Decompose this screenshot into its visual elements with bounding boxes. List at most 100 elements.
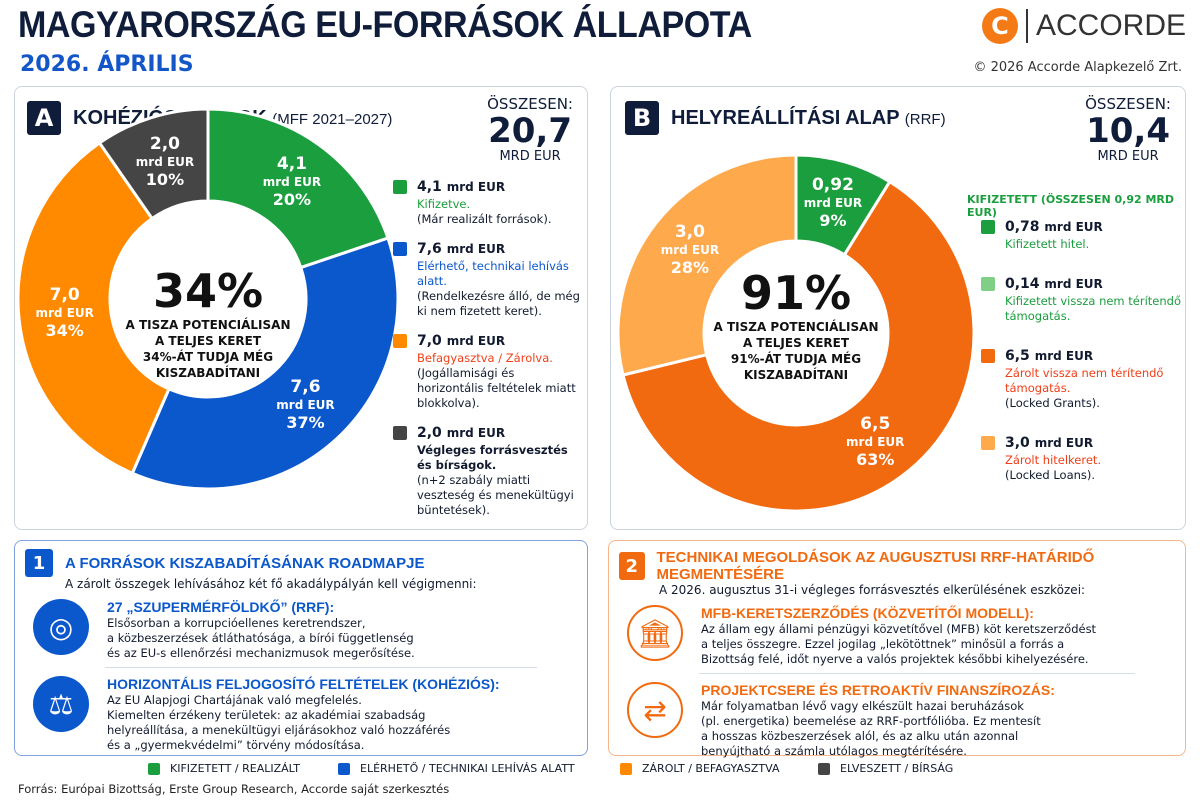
legend-item: 7,0 mrd EUR Befagyasztva / Zárolva. (Jogál… (393, 331, 583, 411)
legend-bottom-item: ELVESZETT / BÍRSÁG (818, 762, 953, 775)
box-intro: A zárolt összegek lehívásához két fő aka… (65, 577, 477, 591)
legend-swatch (393, 242, 407, 256)
slice-label: 7,0 mrd EUR 34% (36, 285, 94, 341)
legend-swatch (393, 180, 407, 194)
donut-slice (616, 153, 798, 377)
legend-note: (n+2 szabály miatti veszteség és menekül… (417, 473, 574, 517)
slice-value: 0,92 (811, 175, 854, 196)
swap-icon: ⇄ (627, 682, 683, 738)
donut-slice (130, 236, 400, 491)
copyright: © 2026 Accorde Alapkezelő Zrt. (973, 60, 1182, 75)
donut-slice (16, 140, 171, 476)
slice-label: 6,5 mrd EUR 63% (846, 414, 904, 470)
legend-label: Végleges forrásvesztés és bírságok. (417, 443, 568, 472)
slice-pct: 63% (856, 450, 895, 470)
slice-value: 7,0 (49, 285, 80, 306)
legend-rrf: 0,78 mrd EUR Kifizetett hitel. 0,14 mrd EU… (981, 217, 1181, 505)
legend-cohesion: 4,1 mrd EUR Kifizetve. (Már realizált forr… (393, 177, 583, 530)
legend-swatch (981, 349, 995, 363)
slice-value: 2,0 (149, 133, 181, 154)
legend-bottom-item: ZÁROLT / BEFAGYASZTVA (620, 762, 780, 775)
slice-unit: mrd EUR (660, 242, 720, 257)
legend-note: (Locked Loans). (1005, 468, 1096, 482)
page-subtitle: 2026. ÁPRILIS (20, 52, 194, 77)
slice-value: 7,6 (290, 376, 321, 397)
legend-label: Kifizetve. (417, 197, 471, 211)
slice-pct: 9% (819, 211, 847, 231)
legend-note: (Jogállamisági és horizontális feltétele… (417, 366, 576, 410)
box-title: A FORRÁSOK KISZABADÍTÁSÁNAK ROADMAPJE (65, 554, 425, 572)
logo-mark-icon: C (981, 8, 1018, 44)
divider (105, 667, 537, 668)
legend-label: Zárolt vissza nem térítendő támogatás. (1005, 366, 1164, 395)
target-icon: ◎ (33, 599, 89, 655)
legend-swatch (393, 426, 407, 440)
legend-note: (Már realizált források). (417, 212, 552, 226)
slice-label: 4,1 mrd EUR 20% (263, 154, 321, 210)
legend-note: (Rendelkezésre álló, de még ki nem fizet… (417, 289, 580, 318)
total: ÖSSZESEN: 10,4 MRD EUR (1085, 95, 1171, 164)
legend-label: Kifizetett hitel. (1005, 237, 1090, 251)
panel-badge: B (625, 101, 659, 135)
donut-slice (621, 179, 976, 513)
donut-slice (97, 107, 210, 221)
legend-swatch (981, 436, 995, 450)
slice-label: 7,6 mrd EUR 37% (276, 377, 334, 433)
divider (699, 673, 1135, 674)
panel-title: HELYREÁLLÍTÁSI ALAP (RRF) (671, 106, 946, 129)
legend-item: 0,14 mrd EUR Kifizetett vissza nem téríte… (981, 274, 1181, 324)
slice-label: 3,0 mrd EUR 28% (661, 222, 719, 278)
legend-label: Kifizetett vissza nem térítendő támogatá… (1005, 294, 1182, 323)
list-item: ◎ 27 „SZUPERMÉRFÖLDKŐ” (RRF): Elsősorban a… (25, 599, 577, 661)
legend-bottom-item: ELÉRHETŐ / TECHNIKAI LEHÍVÁS ALATT (338, 762, 575, 775)
panel-cohesion: A KOHÉZIÓS ALAPOK (MFF 2021–2027) ÖSSZES… (14, 86, 588, 530)
legend-item: 0,78 mrd EUR Kifizetett hitel. (981, 217, 1181, 252)
donut-center-text: 91% A TISZA POTENCIÁLISAN A TELJES KERET 9… (713, 266, 879, 382)
legend-item: 6,5 mrd EUR Zárolt vissza nem térítendő t… (981, 346, 1181, 411)
slice-unit: mrd EUR (262, 174, 322, 189)
slice-value: 4,1 (276, 153, 307, 174)
total: ÖSSZESEN: 20,7 MRD EUR (487, 95, 573, 164)
legend-item: 2,0 mrd EUR Végleges forrásvesztés és bír… (393, 423, 583, 518)
list-item: ⇄ PROJEKTCSERE ÉS RETROAKTÍV FINANSZÍROZÁ… (619, 682, 1175, 759)
legend-item: 3,0 mrd EUR Zárolt hitelkeret. (Locked Loa… (981, 433, 1181, 483)
legend-label: Elérhető, technikai lehívás alatt. (417, 259, 569, 288)
slice-unit: mrd EUR (846, 435, 905, 450)
box-intro: A 2026. augusztus 31-i végleges forrásve… (659, 583, 1086, 597)
legend-item: 4,1 mrd EUR Kifizetve. (Már realizált forr… (393, 177, 583, 227)
slice-unit: mrd EUR (35, 306, 94, 321)
slice-unit: mrd EUR (135, 154, 195, 169)
legend-note: (Locked Grants). (1005, 396, 1100, 410)
slice-pct: 28% (670, 257, 710, 277)
slice-label: 0,92 mrd EUR 9% (804, 175, 862, 231)
slice-unit: mrd EUR (276, 397, 335, 412)
box-badge: 1 (25, 549, 53, 577)
logo-text: ACCORDE (1025, 9, 1186, 43)
source-note: Forrás: Európai Bizottság, Erste Group R… (18, 782, 450, 796)
slice-label: 2,0 mrd EUR 10% (136, 134, 194, 190)
roadmap-box: 1 A FORRÁSOK KISZABADÍTÁSÁNAK ROADMAPJE A… (14, 540, 588, 756)
donut-center-text: 34% A TISZA POTENCIÁLISAN A TELJES KERET 3… (125, 264, 291, 380)
legend-swatch (393, 334, 407, 348)
slice-value: 3,0 (674, 221, 705, 242)
slice-value: 6,5 (860, 414, 891, 435)
slice-unit: mrd EUR (803, 196, 863, 211)
box-badge: 2 (619, 552, 645, 580)
list-item: ⚖ HORIZONTÁLIS FELJOGOSÍTÓ FELTÉTELEK (KO… (25, 676, 577, 753)
slice-pct: 10% (145, 169, 185, 189)
bank-icon: 🏛 (627, 605, 683, 661)
accorde-logo: C ACCORDE (981, 8, 1186, 44)
slice-pct: 34% (45, 321, 84, 341)
slice-pct: 20% (272, 189, 312, 209)
list-item: 🏛 MFB-KERETSZERZŐDÉS (KÖZVETÍTŐI MODELL):… (619, 605, 1175, 667)
legend-label: Befagyasztva / Zárolva. (417, 351, 553, 365)
donut-slice (206, 107, 390, 270)
legend-bottom-item: KIFIZETETT / REALIZÁLT (148, 762, 300, 775)
donut-chart-rrf (616, 153, 976, 513)
donut-chart-cohesion (16, 107, 400, 491)
box-title: TECHNIKAI MEGOLDÁSOK AZ AUGUSZTUSI RRF-H… (656, 549, 1095, 583)
slice-pct: 37% (286, 412, 325, 432)
panel-rrf: B HELYREÁLLÍTÁSI ALAP (RRF) ÖSSZESEN: 10… (610, 86, 1186, 530)
technical-solutions-box: 2 TECHNIKAI MEGOLDÁSOK AZ AUGUSZTUSI RRF-… (608, 540, 1186, 759)
scales-icon: ⚖ (33, 676, 89, 732)
